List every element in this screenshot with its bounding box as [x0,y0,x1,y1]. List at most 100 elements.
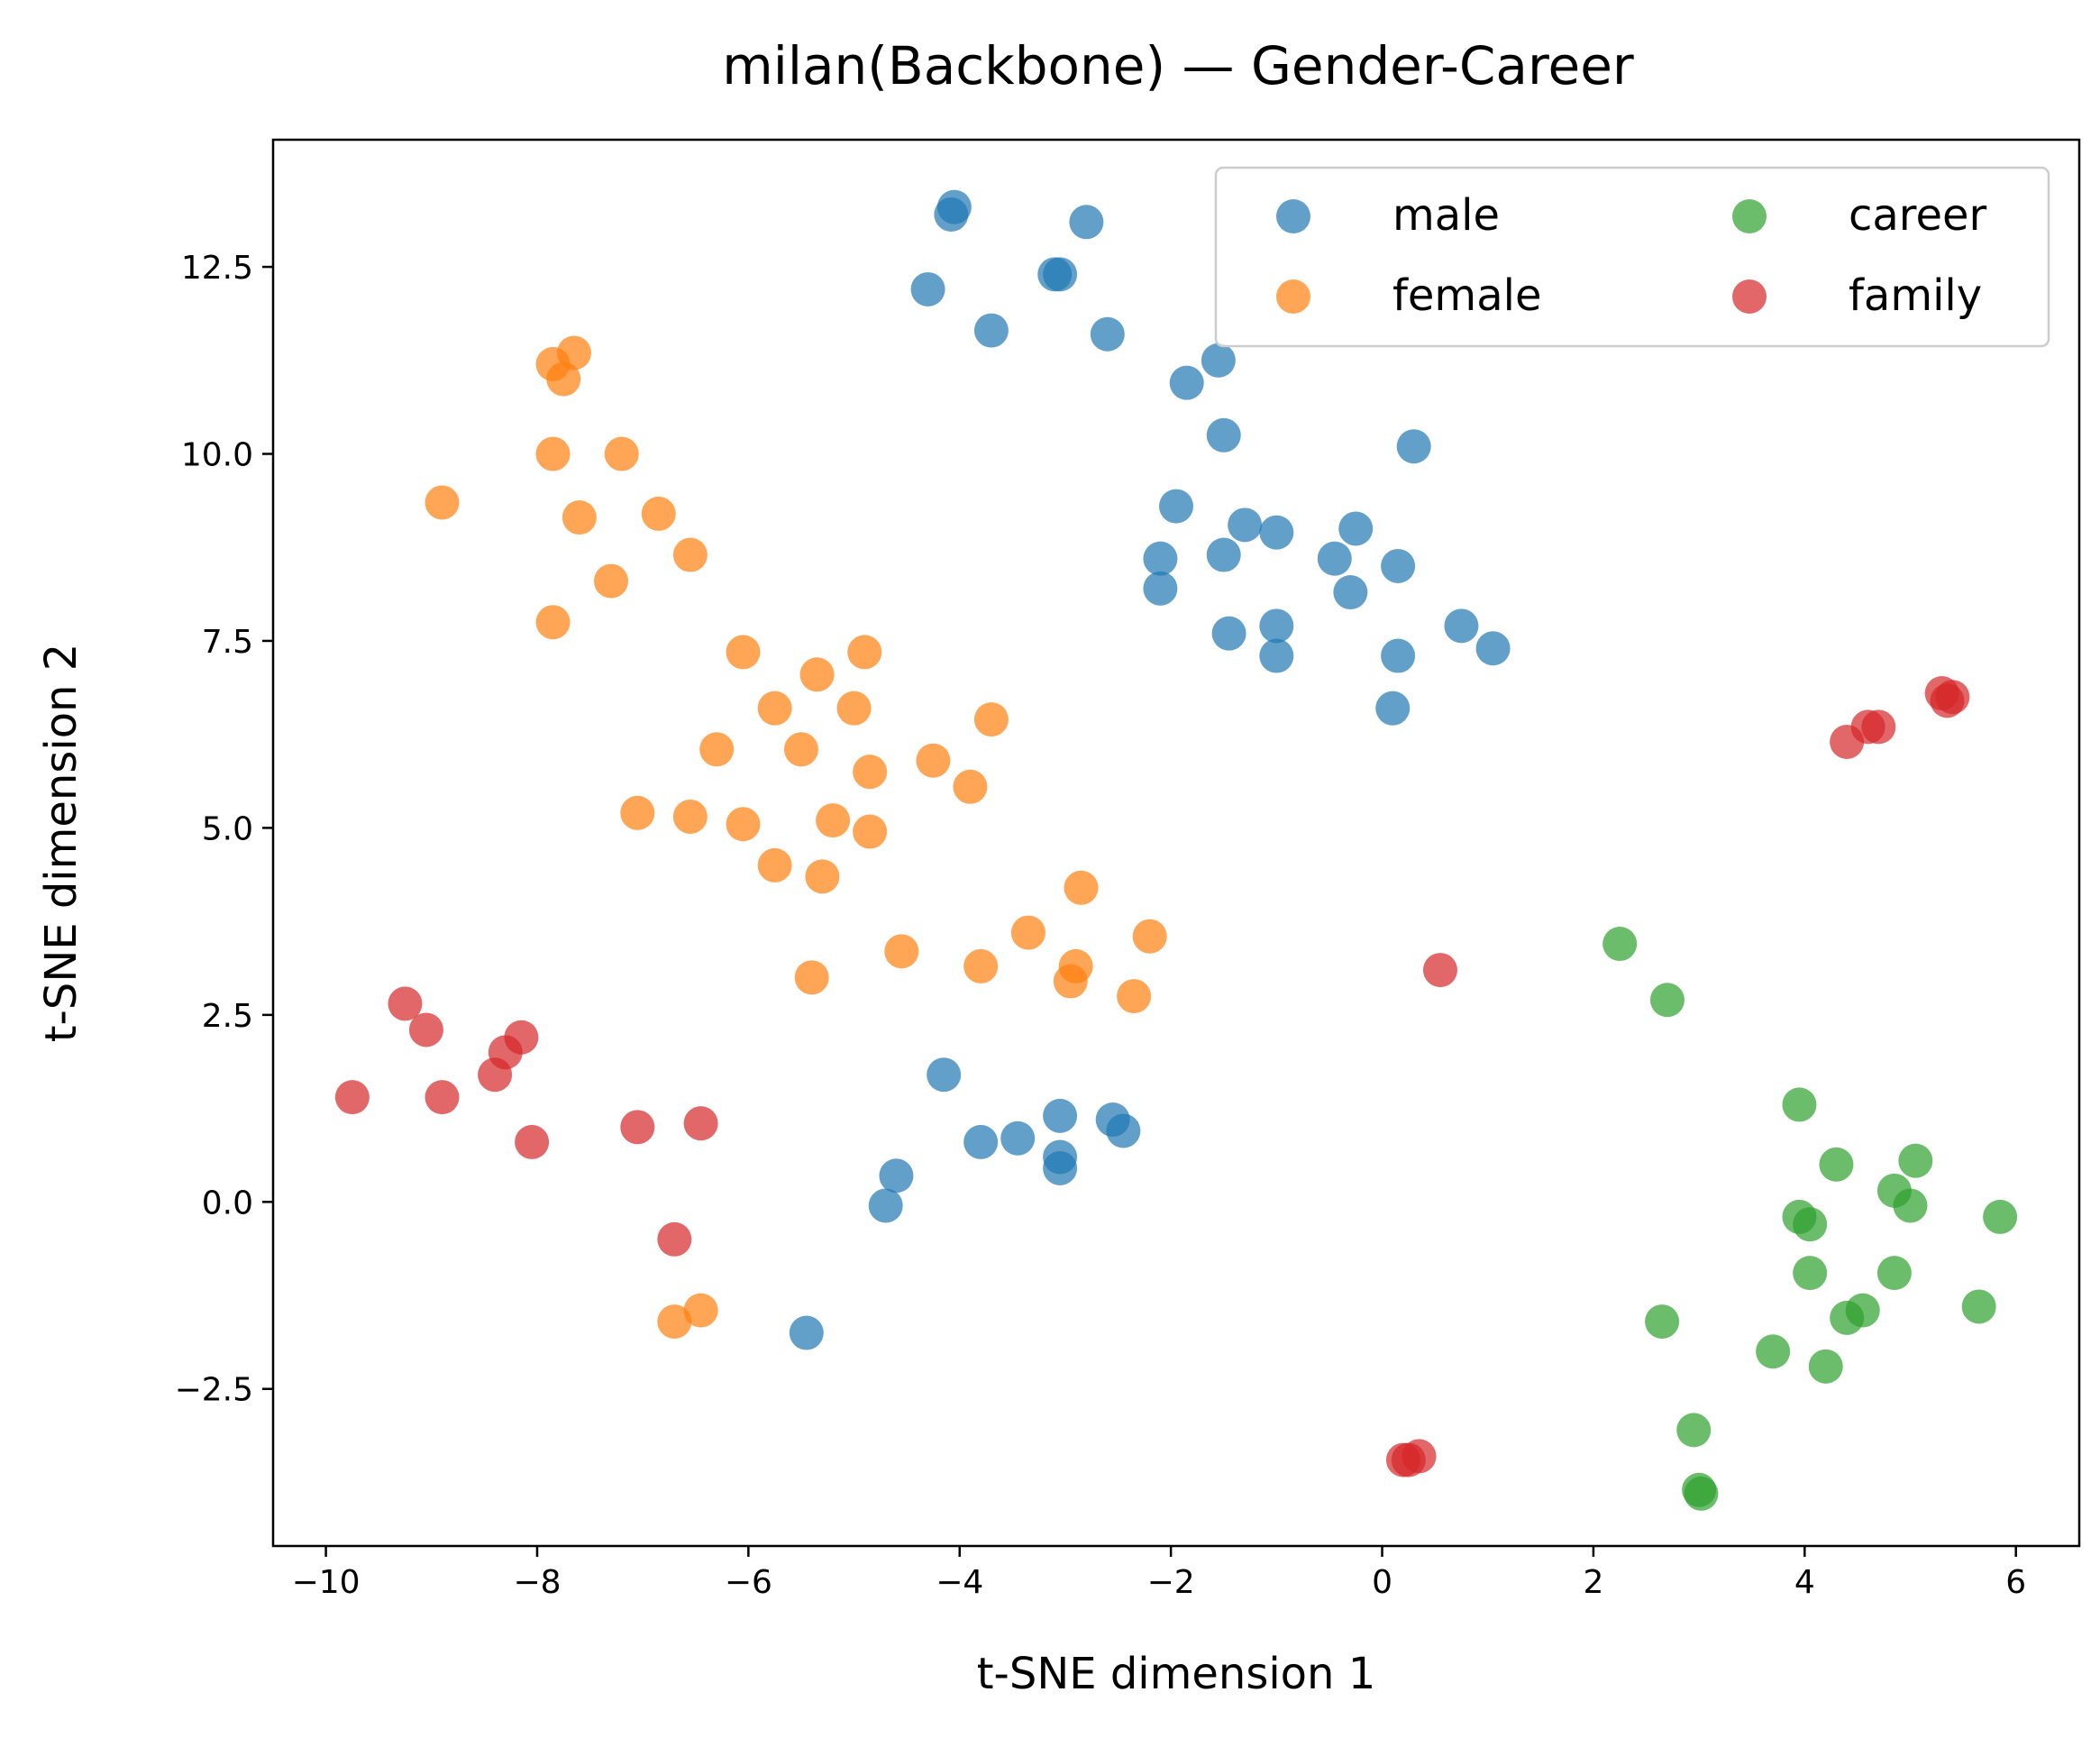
legend-label-career: career [1849,190,1987,241]
career-point [1961,1289,1996,1324]
family-point [1391,1442,1426,1477]
legend-label-family: family [1849,270,1982,321]
female-point [805,859,840,894]
male-point [1143,541,1178,576]
female-point [672,537,708,572]
male-point [789,1315,824,1350]
male-point [868,1188,903,1223]
female-point [884,934,919,969]
male-point [1143,571,1178,606]
y-tick-label: −2.5 [175,1372,253,1409]
female-point [847,635,882,670]
career-point [1684,1476,1719,1511]
male-point [1396,429,1431,464]
career-point [1830,1300,1865,1335]
male-point [934,197,969,232]
female-point [816,803,851,838]
legend-frame [1214,166,2050,348]
legend-items: male female career family [1276,190,1987,321]
female-point [657,1304,692,1340]
x-tick-label: −8 [513,1564,561,1601]
series-career [1602,927,2018,1511]
family-point [388,986,423,1021]
chart-title: milan(Backbone) — Gender-Career [722,35,1634,96]
male-point [1259,515,1294,550]
female-point [425,485,460,520]
male-point [1043,1150,1078,1185]
y-axis-ticks: −2.5 0.0 2.5 5.0 7.5 10.0 12.5 [175,250,273,1409]
female-point [546,361,581,397]
career-point [1756,1334,1791,1369]
points-layer [334,189,2018,1511]
family-point [1830,724,1865,759]
x-axis-label: t-SNE dimension 1 [977,1649,1376,1699]
y-tick-label: 7.5 [202,624,253,661]
career-point [1782,1087,1817,1122]
x-tick-label: −6 [725,1564,772,1601]
male-point [910,271,945,306]
male-point [1159,489,1193,524]
y-axis-label: t-SNE dimension 2 [36,644,87,1043]
career-point [1793,1207,1828,1242]
female-point [726,635,761,670]
series-female [425,335,1167,1340]
female-point [1132,919,1167,954]
male-point [1211,616,1246,651]
x-tick-label: 0 [1372,1564,1392,1601]
y-tick-label: 0.0 [202,1185,253,1221]
female-point [757,691,792,726]
male-point [1333,575,1368,610]
y-tick-label: 5.0 [202,810,253,847]
male-point [879,1158,914,1194]
male-point [1259,638,1294,673]
family-point [1930,683,1965,718]
career-point [1983,1199,2018,1234]
female-point [916,743,951,778]
female-point [953,769,988,804]
female-point [726,807,761,842]
x-axis-ticks: −10 −8 −6 −4 −2 0 2 4 6 [292,1546,2026,1601]
x-tick-label: −4 [936,1564,983,1601]
male-point [1201,343,1236,378]
y-tick-label: 10.0 [181,437,253,474]
plot-area [271,138,2081,1548]
career-point [1649,983,1685,1018]
female-point [1117,979,1152,1014]
family-point [1422,953,1457,988]
female-point [562,500,597,535]
male-point [1069,205,1104,240]
female-point [853,814,888,849]
male-point [1169,365,1204,400]
female-point [641,496,676,531]
legend-label-female: female [1392,270,1541,321]
female-point [1053,964,1088,999]
series-male [789,189,1511,1350]
male-point [1381,638,1416,673]
y-tick-label: 2.5 [202,998,253,1035]
female-point [794,960,829,995]
female-point [604,436,639,471]
female-point [799,657,835,692]
male-point [1206,537,1241,572]
female-point [757,847,792,883]
female-point [699,732,735,767]
legend-marker-family [1732,279,1767,314]
female-point [535,605,571,640]
legend-marker-career [1732,199,1767,233]
career-point [1676,1413,1712,1448]
x-tick-label: 4 [1794,1564,1815,1601]
female-point [853,755,888,790]
career-point [1602,927,1638,962]
legend: male female career family [1214,166,2050,348]
female-point [1064,870,1099,905]
y-tick-label: 12.5 [181,250,253,287]
female-point [973,702,1009,737]
career-point [1898,1143,1933,1178]
family-point [1861,709,1896,745]
family-point [478,1057,513,1093]
x-tick-label: 6 [2005,1564,2026,1601]
female-point [683,1293,718,1328]
x-tick-label: −2 [1147,1564,1195,1601]
x-tick-label: 2 [1583,1564,1603,1601]
